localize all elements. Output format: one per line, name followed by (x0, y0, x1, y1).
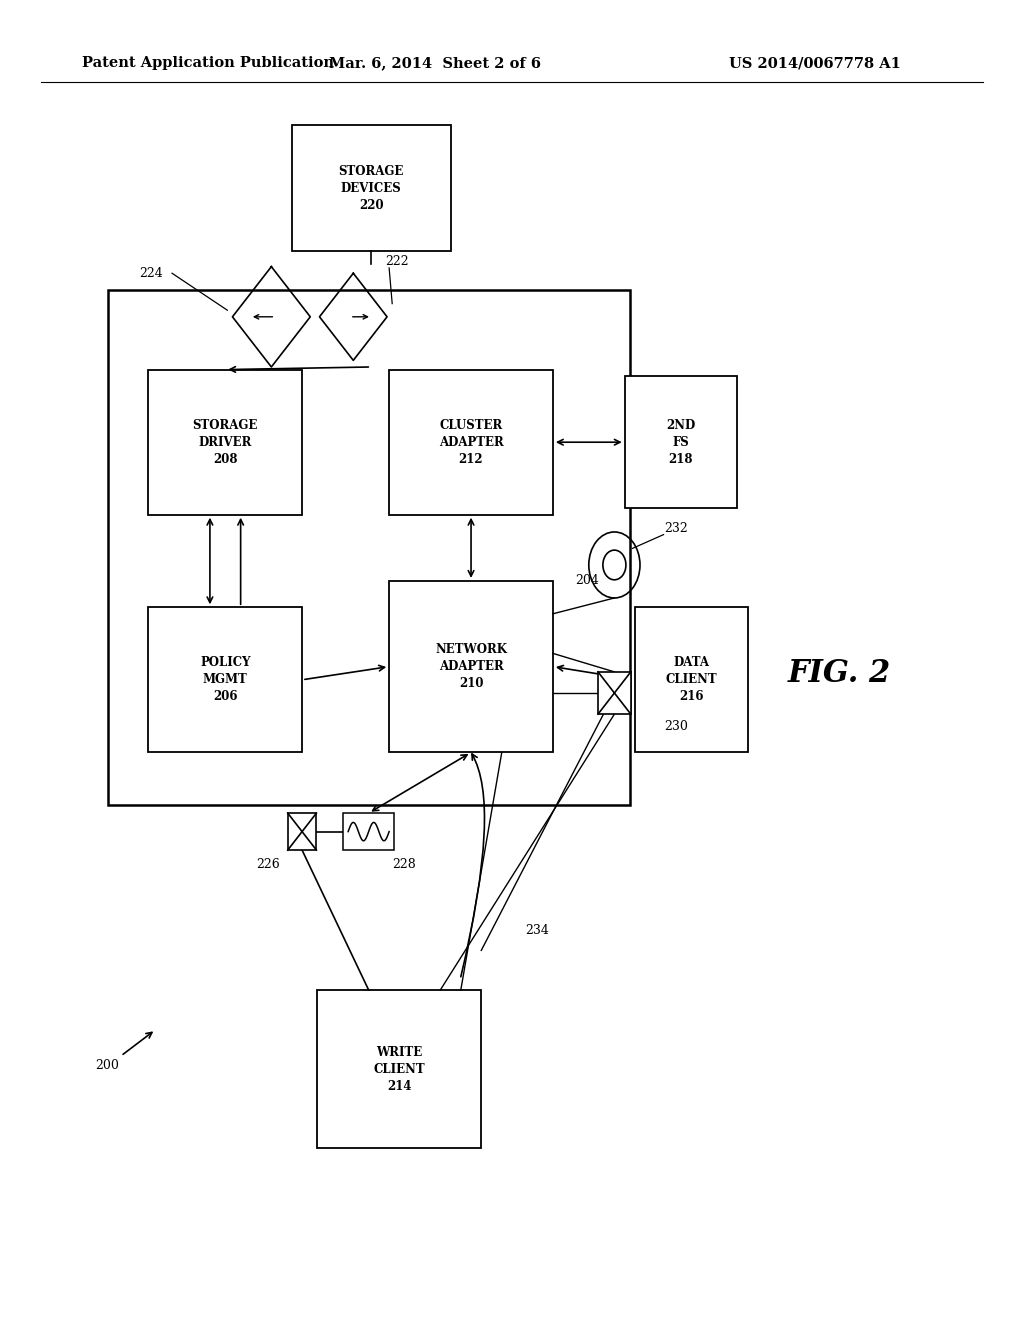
Text: POLICY
MGMT
206: POLICY MGMT 206 (200, 656, 251, 704)
Bar (108, 290, 630, 805)
Text: 224: 224 (139, 267, 164, 280)
Text: CLUSTER
ADAPTER
212: CLUSTER ADAPTER 212 (438, 418, 504, 466)
Text: STORAGE
DRIVER
208: STORAGE DRIVER 208 (193, 418, 258, 466)
Text: 222: 222 (385, 255, 410, 268)
Text: Mar. 6, 2014  Sheet 2 of 6: Mar. 6, 2014 Sheet 2 of 6 (329, 57, 542, 70)
Text: 232: 232 (664, 521, 688, 535)
Bar (389, 581, 553, 752)
Bar (625, 376, 737, 508)
Text: 230: 230 (664, 719, 688, 733)
Bar (292, 125, 451, 251)
FancyArrowPatch shape (461, 754, 484, 977)
Text: FIG. 2: FIG. 2 (788, 657, 891, 689)
Text: DATA
CLIENT
216: DATA CLIENT 216 (666, 656, 717, 704)
Text: WRITE
CLIENT
214: WRITE CLIENT 214 (374, 1045, 425, 1093)
Text: STORAGE
DEVICES
220: STORAGE DEVICES 220 (339, 165, 403, 211)
Text: Patent Application Publication: Patent Application Publication (82, 57, 334, 70)
Text: 200: 200 (95, 1059, 120, 1072)
Bar (288, 813, 316, 850)
Bar (389, 370, 553, 515)
Text: US 2014/0067778 A1: US 2014/0067778 A1 (729, 57, 901, 70)
Text: 226: 226 (256, 858, 281, 871)
Text: 2ND
FS
218: 2ND FS 218 (667, 418, 695, 466)
Bar (598, 672, 631, 714)
Text: NETWORK
ADAPTER
210: NETWORK ADAPTER 210 (435, 643, 507, 690)
Bar (317, 990, 481, 1148)
Text: 204: 204 (574, 574, 599, 587)
Text: 228: 228 (392, 858, 417, 871)
Bar (148, 607, 302, 752)
Bar (343, 813, 394, 850)
Text: 234: 234 (525, 924, 550, 937)
Bar (635, 607, 748, 752)
Bar (148, 370, 302, 515)
